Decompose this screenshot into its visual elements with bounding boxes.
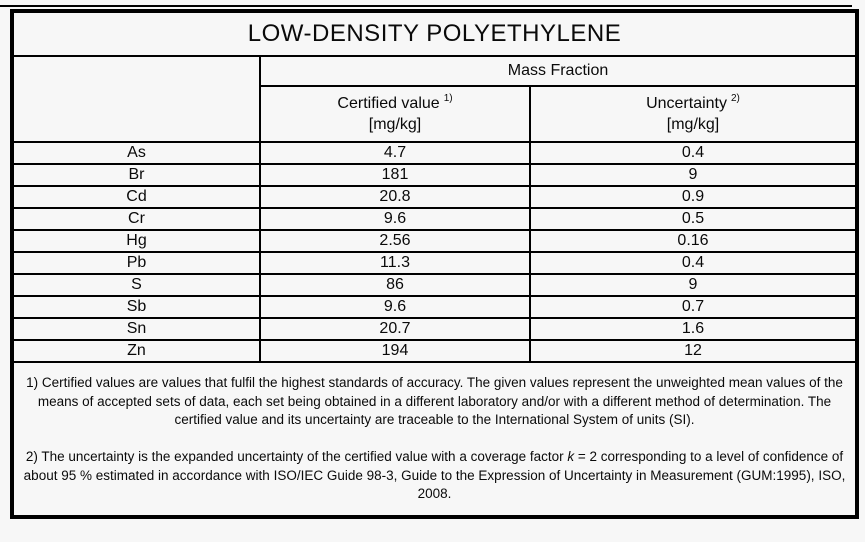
element-symbol: Zn: [11, 339, 261, 363]
footnote-2-text-before: 2) The uncertainty is the expanded uncer…: [25, 449, 568, 464]
certified-value-cell: 9.6: [259, 207, 531, 231]
data-rows: As 4.7 0.4 Br 181 9 Cd 20.8 0.9 Cr 9.6 0…: [11, 141, 858, 363]
certified-value-cell: 20.8: [259, 185, 531, 209]
uncertainty-cell: 0.5: [529, 207, 858, 231]
uncertainty-cell: 0.9: [529, 185, 858, 209]
certified-value-cell: 86: [259, 273, 531, 297]
certified-values-table: LOW-DENSITY POLYETHYLENE Mass Fraction C…: [10, 9, 859, 519]
footnotes-row: 1) Certified values are values that fulf…: [11, 361, 858, 518]
uncertainty-cell: 0.4: [529, 251, 858, 275]
table-row: Sb 9.6 0.7: [11, 295, 858, 319]
certified-value-cell: 4.7: [259, 141, 531, 165]
certified-value-cell: 194: [259, 339, 531, 363]
element-symbol: Cd: [11, 185, 261, 209]
uncertainty-cell: 0.4: [529, 141, 858, 165]
footnote-2-text-after: = 2 corresponding to a level of confiden…: [23, 449, 846, 502]
element-symbol: As: [11, 141, 261, 165]
page-title: LOW-DENSITY POLYETHYLENE: [11, 10, 858, 57]
footnote-2-ref: 2): [731, 93, 740, 105]
table-row: As 4.7 0.4: [11, 141, 858, 165]
table-row: Hg 2.56 0.16: [11, 229, 858, 253]
certified-value-cell: 20.7: [259, 317, 531, 341]
element-symbol: S: [11, 273, 261, 297]
coverage-factor-k: k: [567, 449, 575, 464]
element-symbol: Sb: [11, 295, 261, 319]
uncertainty-cell: 0.16: [529, 229, 858, 253]
certified-value-cell: 2.56: [259, 229, 531, 253]
footnote-2: 2) The uncertainty is the expanded uncer…: [14, 448, 855, 504]
table-row: Zn 194 12: [11, 339, 858, 363]
uncertainty-label: Uncertainty 2): [646, 93, 740, 112]
uncertainty-cell: 12: [529, 339, 858, 363]
element-symbol: Hg: [11, 229, 261, 253]
certified-value-header: Certified value 1) [mg/kg]: [259, 85, 531, 143]
uncertainty-cell: 1.6: [529, 317, 858, 341]
table-row: Cr 9.6 0.5: [11, 207, 858, 231]
table-row: Cd 20.8 0.9: [11, 185, 858, 209]
title-row: LOW-DENSITY POLYETHYLENE: [11, 10, 858, 57]
certified-value-label: Certified value 1): [337, 93, 453, 112]
table-row: Br 181 9: [11, 163, 858, 187]
certified-value-unit: [mg/kg]: [368, 116, 422, 134]
uncertainty-unit: [mg/kg]: [666, 116, 720, 134]
footnote-1: 1) Certified values are values that fulf…: [26, 375, 843, 428]
certified-value-cell: 11.3: [259, 251, 531, 275]
uncertainty-cell: 9: [529, 273, 858, 297]
footnote-1-ref: 1): [443, 93, 453, 105]
element-symbol: Pb: [11, 251, 261, 275]
certified-value-cell: 9.6: [259, 295, 531, 319]
certified-value-label-text: Certified value: [337, 94, 440, 112]
mass-fraction-header: Mass Fraction: [259, 55, 858, 87]
uncertainty-label-text: Uncertainty: [646, 94, 727, 112]
table-row: Pb 11.3 0.4: [11, 251, 858, 275]
column-header-row: Certified value 1) [mg/kg] Uncertainty 2) …: [12, 85, 858, 143]
table-row: S 86 9: [11, 273, 858, 297]
footnotes-cell: 1) Certified values are values that fulf…: [11, 361, 858, 518]
uncertainty-cell: 0.7: [529, 295, 858, 319]
element-symbol: Br: [11, 163, 261, 187]
element-symbol: Cr: [11, 207, 261, 231]
element-symbol: Sn: [11, 317, 261, 341]
group-header-row: Mass Fraction: [11, 55, 858, 143]
page-top-rule: [0, 5, 852, 7]
uncertainty-cell: 9: [529, 163, 858, 187]
certified-value-cell: 181: [259, 163, 531, 187]
table-row: Sn 20.7 1.6: [11, 317, 858, 341]
uncertainty-header: Uncertainty 2) [mg/kg]: [529, 85, 858, 143]
empty-corner-cell: [11, 55, 261, 143]
